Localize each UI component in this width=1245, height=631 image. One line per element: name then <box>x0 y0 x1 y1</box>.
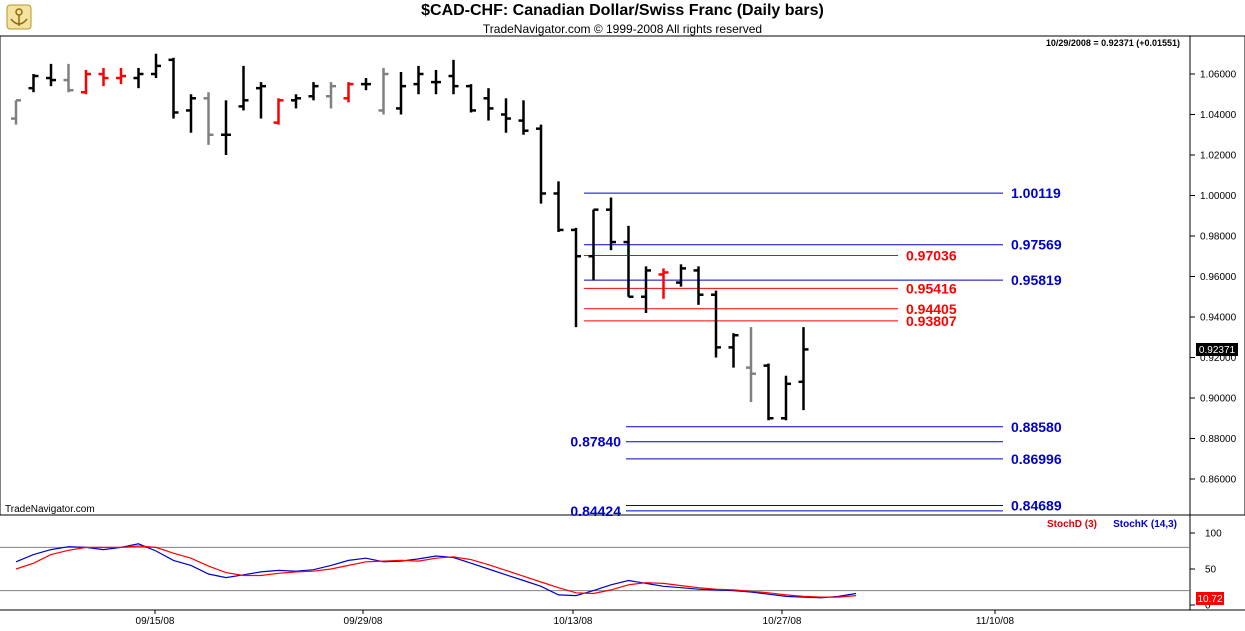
level-label: 0.84689 <box>1011 498 1062 514</box>
ohlc-bar <box>343 82 354 103</box>
ohlc-bar <box>763 363 774 421</box>
ohlc-bar <box>693 266 704 305</box>
ohlc-bar <box>641 266 651 313</box>
ohlc-bar <box>291 94 301 109</box>
ohlc-bar <box>571 227 581 328</box>
x-axis-ticks: 09/15/08 09/29/08 10/13/08 10/27/08 11/10/08 <box>136 610 1015 627</box>
ohlc-bar <box>396 71 406 115</box>
ohlc-bar <box>711 290 721 358</box>
ohlc-bar <box>378 67 389 115</box>
ohlc-bar <box>203 92 214 145</box>
ohlc-bar <box>273 98 284 125</box>
price-y-tick-label: 1.06000 <box>1200 70 1237 81</box>
trade-navigator-logo-icon <box>6 4 32 30</box>
ohlc-bar <box>151 53 161 79</box>
ohlc-bar <box>116 67 126 85</box>
price-y-tick-label: 0.90000 <box>1200 394 1237 405</box>
price-y-tick-label: 1.00000 <box>1200 191 1237 202</box>
price-y-tick-label: 0.94000 <box>1200 313 1237 324</box>
ohlc-bar <box>728 333 739 368</box>
ohlc-bar <box>536 124 546 204</box>
level-label: 0.97569 <box>1011 237 1062 253</box>
price-y-tick-label: 1.04000 <box>1200 110 1237 121</box>
ohlc-bar <box>676 264 686 287</box>
chart-title: $CAD-CHF: Canadian Dollar/Swiss Franc (D… <box>421 2 824 19</box>
oscillator-reference-lines <box>0 546 1190 592</box>
ohlc-bars <box>11 53 809 421</box>
ohlc-bar <box>466 84 476 113</box>
price-y-tick-label: 0.86000 <box>1200 475 1237 486</box>
level-label: 0.87840 <box>570 434 621 450</box>
level-label: 0.95416 <box>906 280 957 296</box>
ohlc-bar <box>781 375 791 421</box>
ohlc-bar <box>431 69 441 95</box>
level-label: 1.00119 <box>1011 185 1061 201</box>
ohlc-bar <box>588 208 599 281</box>
ohlc-bar <box>81 69 91 95</box>
legend-stoch-d: StochD (3) <box>1047 519 1097 530</box>
watermark-text: TradeNavigator.com <box>5 504 95 515</box>
ohlc-bar <box>483 88 494 121</box>
oscillator-y-ticks: 100 50 0 <box>1190 529 1222 612</box>
legend-stoch-k: StochK (14,3) <box>1113 519 1177 530</box>
ohlc-bar <box>308 82 319 101</box>
quote-line: 10/29/2008 = 0.92371 (+0.01551) <box>1046 38 1180 48</box>
ohlc-bar <box>46 63 56 87</box>
oscillator-y-tick-label: 100 <box>1205 529 1222 540</box>
ohlc-bar <box>413 65 424 95</box>
ohlc-bar <box>746 327 756 403</box>
level-label: 0.84424 <box>570 503 621 519</box>
level-label: 0.88580 <box>1011 419 1062 435</box>
ohlc-bar <box>238 65 249 111</box>
ohlc-bar <box>518 100 529 135</box>
level-label: 0.86996 <box>1011 451 1062 467</box>
level-label: 0.94405 <box>906 301 957 317</box>
x-tick-label: 10/27/08 <box>763 616 802 627</box>
price-y-tick-label: 0.96000 <box>1200 272 1237 283</box>
ohlc-bar <box>98 67 109 87</box>
ohlc-bar <box>553 181 564 232</box>
x-tick-label: 09/29/08 <box>344 616 383 627</box>
ohlc-bar <box>133 67 144 89</box>
level-label: 0.95819 <box>1011 272 1062 288</box>
ohlc-bar <box>658 268 669 299</box>
oscillator-last-tag: 10.72 <box>1196 592 1224 605</box>
fibonacci-levels: 1.00119 0.97569 0.97036 0.95819 0.95416 0.944… <box>570 185 1061 519</box>
level-label: 0.93807 <box>906 313 957 329</box>
last-price-label: 0.92371 <box>1199 345 1236 356</box>
stochastic-lines <box>15 543 857 599</box>
ohlc-bar <box>448 59 459 95</box>
ohlc-bar <box>221 100 231 155</box>
last-price-tag: 0.92371 <box>1196 343 1238 356</box>
ohlc-bar <box>11 99 21 125</box>
ohlc-bar <box>186 94 196 133</box>
ohlc-bar <box>501 98 511 133</box>
ohlc-bar <box>798 327 809 411</box>
ohlc-bar <box>606 197 616 251</box>
price-y-tick-label: 0.92000 <box>1200 353 1237 364</box>
oscillator-y-tick-label: 50 <box>1205 565 1217 576</box>
price-y-ticks: 1.06000 1.04000 1.02000 1.00000 0.98000 0.960… <box>1190 70 1237 486</box>
series-line <box>15 543 857 599</box>
x-tick-label: 09/15/08 <box>136 616 175 627</box>
level-label: 0.97036 <box>906 248 957 264</box>
series-line <box>15 545 857 598</box>
ohlc-bar <box>326 82 336 109</box>
oscillator-last-label: 10.72 <box>1197 594 1222 605</box>
ohlc-bar <box>168 57 179 119</box>
price-y-tick-label: 1.02000 <box>1200 151 1237 162</box>
x-tick-label: 11/10/08 <box>976 616 1015 627</box>
ohlc-bar <box>623 225 634 298</box>
x-tick-label: 10/13/08 <box>554 616 593 627</box>
ohlc-bar <box>63 63 74 93</box>
oscillator-y-tick-label: 0 <box>1205 601 1211 612</box>
price-y-tick-label: 0.88000 <box>1200 434 1237 445</box>
ohlc-bar <box>256 82 266 119</box>
copyright-text: TradeNavigator.com © 1999-2008 All right… <box>482 22 763 36</box>
ohlc-bar <box>28 74 39 93</box>
ohlc-bar <box>361 78 371 91</box>
price-y-tick-label: 0.98000 <box>1200 232 1237 243</box>
